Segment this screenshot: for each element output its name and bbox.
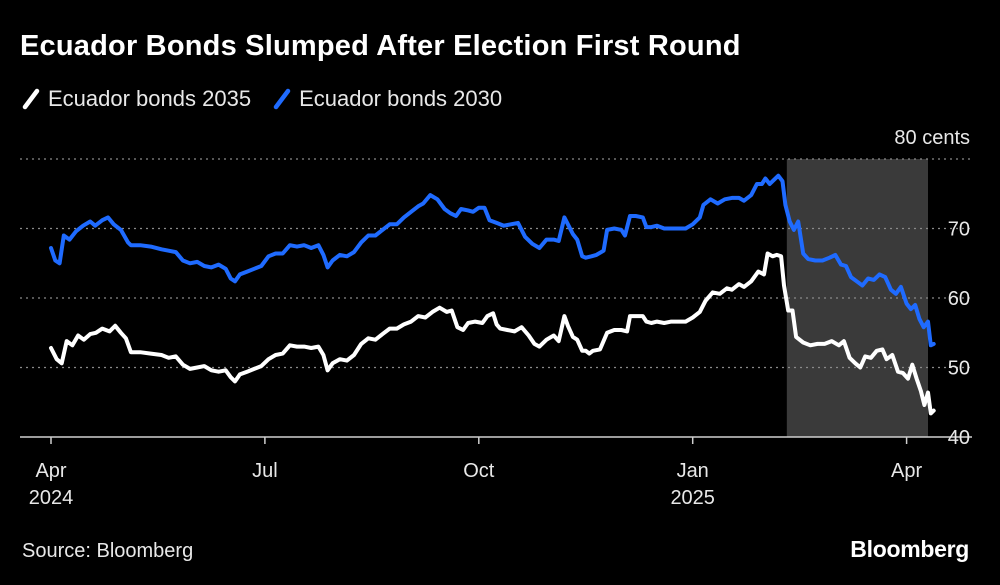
series-line-2030 [49, 173, 936, 348]
legend-item-2035: Ecuador bonds 2035 [22, 86, 251, 112]
x-tick-label: Jan [677, 460, 709, 482]
x-tick-label: Apr [35, 460, 66, 482]
source-note: Source: Bloomberg [22, 540, 194, 562]
legend-swatch-2035 [22, 88, 40, 110]
legend-swatch-2030 [273, 88, 291, 110]
chart-title: Ecuador Bonds Slumped After Election Fir… [20, 30, 741, 62]
y-unit-label: 80 cents [894, 127, 970, 149]
x-tick-label: Apr [891, 460, 922, 482]
y-tick-label-60: 60 [948, 288, 970, 310]
x-tick-label: Jul [252, 460, 278, 482]
chart-legend: Ecuador bonds 2035 Ecuador bonds 2030 [22, 86, 524, 112]
legend-item-2030: Ecuador bonds 2030 [273, 86, 502, 112]
x-tick-sublabel: 2025 [670, 487, 715, 509]
x-tick-sublabel: 2024 [29, 487, 74, 509]
x-tick-label: Oct [463, 460, 495, 482]
y-tick-label-70: 70 [948, 219, 970, 241]
series-line-2035 [49, 251, 936, 416]
y-tick-label-40: 40 [948, 427, 970, 449]
bloomberg-logo: Bloomberg [850, 536, 969, 562]
y-tick-label-50: 50 [948, 358, 970, 380]
legend-label-2030: Ecuador bonds 2030 [299, 86, 503, 111]
legend-label-2035: Ecuador bonds 2035 [48, 86, 252, 111]
